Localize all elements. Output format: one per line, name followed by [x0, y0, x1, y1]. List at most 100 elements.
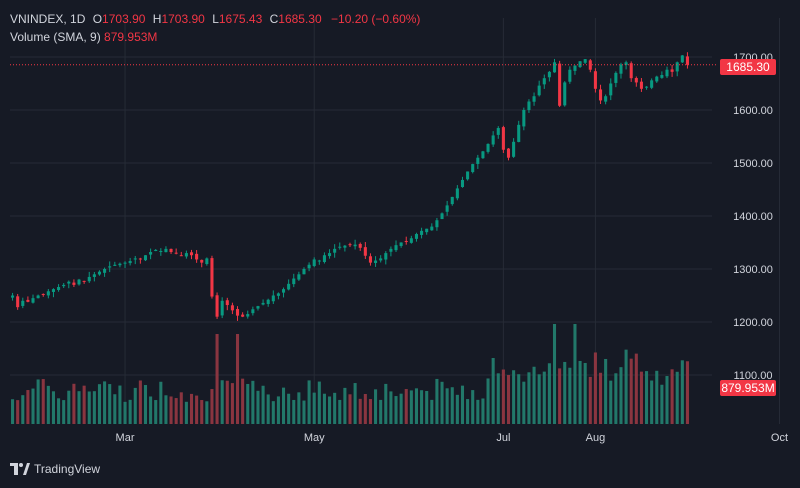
candle-body: [358, 243, 362, 248]
volume-bar: [235, 334, 240, 424]
candle-body: [440, 213, 444, 220]
candle-body: [486, 143, 490, 152]
candle-body: [389, 248, 393, 252]
candle-body: [322, 255, 326, 263]
candle-body: [92, 274, 96, 277]
volume-bar: [374, 389, 378, 424]
volume-bar: [338, 399, 342, 424]
volume-bar: [67, 390, 71, 424]
volume-bar: [123, 401, 127, 424]
legend-change-value: −10.20 (−0.60%): [331, 12, 421, 26]
volume-bar: [517, 374, 521, 424]
volume-bar: [195, 395, 199, 424]
volume-bar: [271, 401, 275, 424]
candle-body: [547, 71, 551, 78]
volume-bar: [133, 387, 137, 424]
candle-body: [328, 253, 332, 257]
volume-bar: [496, 373, 500, 424]
candle-body: [624, 62, 628, 66]
volume-bar: [440, 381, 444, 424]
volume-bar: [542, 371, 546, 424]
candle-body: [82, 280, 86, 282]
candle-body: [133, 258, 137, 260]
candle-body: [655, 76, 659, 82]
candle-body: [235, 309, 240, 316]
volume-bar: [241, 378, 245, 424]
volume-bar: [522, 381, 526, 424]
candle-body: [578, 61, 582, 68]
volume-bar: [445, 388, 449, 424]
candle-body: [517, 124, 521, 142]
candle-body: [103, 269, 107, 273]
candle-body: [685, 56, 689, 65]
tradingview-branding[interactable]: TradingView: [10, 462, 100, 476]
volume-bar: [149, 396, 153, 424]
candle-body: [552, 62, 557, 73]
volume-bar: [501, 369, 505, 424]
candle-body: [471, 164, 475, 173]
candle-body: [16, 296, 20, 308]
volume-bar: [650, 380, 654, 424]
volume-bar: [26, 390, 30, 424]
candle-body: [501, 127, 505, 150]
candle-body: [527, 101, 531, 111]
last-price-tag: 1685.30: [720, 59, 776, 75]
candle-body: [276, 293, 280, 296]
candle-body: [670, 69, 674, 72]
volume-bar: [62, 400, 66, 424]
volume-bar: [251, 380, 255, 424]
x-tick-label: Aug: [586, 432, 606, 444]
candle-body: [404, 240, 408, 242]
volume-bar: [491, 358, 495, 424]
candle-body: [466, 171, 470, 180]
volume-bar: [573, 324, 577, 424]
volume-bar: [143, 385, 148, 424]
candle-body: [348, 244, 352, 246]
candle-body: [287, 283, 291, 290]
volume-bar: [629, 358, 633, 424]
candle-body: [558, 63, 562, 106]
candle-body: [645, 86, 649, 88]
volume-bar: [174, 398, 178, 424]
candle-body: [169, 248, 173, 253]
volume-bar: [486, 378, 490, 424]
legend-volume-label[interactable]: Volume (SMA, 9): [10, 30, 101, 44]
candle-body: [583, 59, 587, 63]
volume-bar: [593, 352, 597, 424]
candle-body: [609, 83, 613, 96]
volume-bar: [282, 387, 286, 424]
candle-body: [491, 135, 495, 145]
volume-bar: [598, 372, 603, 424]
candle-body: [512, 141, 516, 157]
candle-body: [149, 252, 153, 255]
volume-bar: [353, 383, 357, 424]
volume-bar: [420, 390, 424, 424]
volume-bar: [230, 383, 234, 424]
volume-bar: [16, 400, 20, 424]
legend-volume-row: Volume (SMA, 9) 879.953M: [10, 28, 420, 46]
volume-bar: [215, 334, 219, 424]
price-axis[interactable]: 1100.00 1200.00 1300.00 1400.00 1500.00 1600.…: [733, 52, 773, 382]
candle-body: [251, 309, 255, 314]
volume-bar: [11, 399, 15, 424]
candle-body: [57, 287, 61, 290]
volume-bar: [435, 378, 439, 424]
candle-body: [230, 305, 234, 311]
legend-symbol[interactable]: VNINDEX: [10, 12, 64, 26]
volume-bar: [205, 401, 209, 424]
volume-bars: [11, 324, 689, 424]
candle-body: [604, 96, 608, 102]
volume-bar: [276, 396, 280, 424]
candle-body: [62, 284, 66, 287]
candle-body: [542, 78, 546, 85]
volume-bar: [108, 384, 112, 424]
volume-bar: [41, 379, 45, 424]
volume-bar: [614, 373, 618, 424]
candle-body: [573, 65, 577, 71]
time-axis[interactable]: Mar May Jul Aug Oct: [116, 432, 788, 444]
candle-body: [420, 230, 424, 235]
legend-volume-value: 879.953M: [104, 30, 158, 44]
candle-body: [200, 259, 204, 263]
legend-ohlc-row: VNINDEX, 1D O1703.90 H1703.90 L1675.43 C…: [10, 12, 421, 26]
